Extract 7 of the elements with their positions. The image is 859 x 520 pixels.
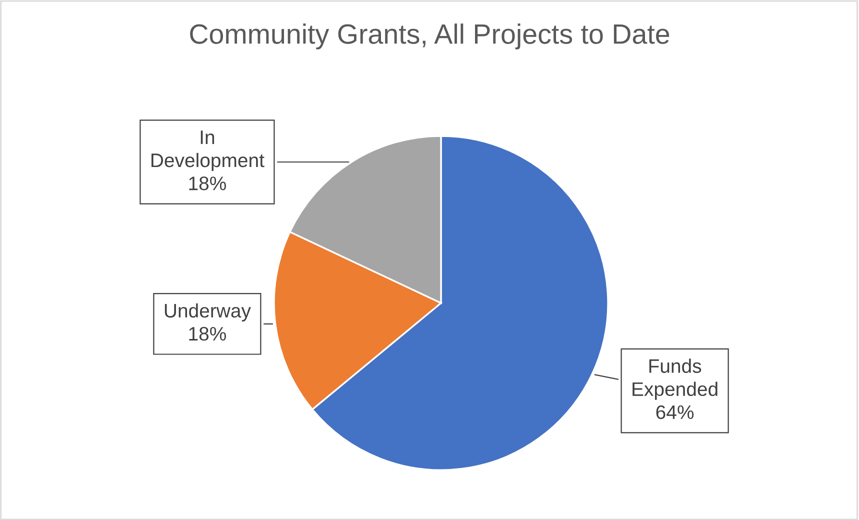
slice-label: In Development: [152, 130, 264, 172]
data-label: 18%: [189, 176, 226, 190]
data-label: 18%: [189, 326, 226, 341]
chart-title: Community Grants, All Projects to Date: [190, 24, 670, 50]
slice-label: Underway: [164, 303, 251, 322]
slice-label: Funds Expended: [632, 358, 718, 400]
data-label: 64%: [656, 405, 694, 420]
